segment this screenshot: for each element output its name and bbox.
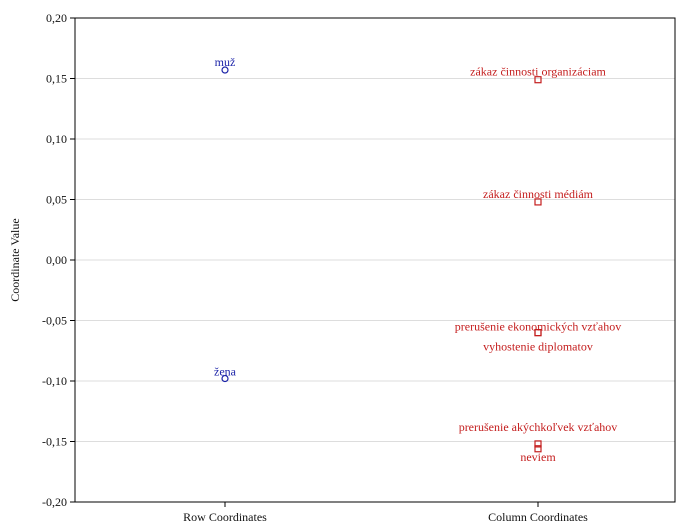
x-axis: Row Coordinates Column Coordinates <box>183 502 588 524</box>
y-tick-label: 0,15 <box>46 72 67 86</box>
y-tick-label: -0,20 <box>42 495 67 509</box>
point-label: neviem <box>520 450 556 464</box>
row-point-marker <box>221 374 229 383</box>
y-tick-label: 0,00 <box>46 253 67 267</box>
point-label: muž <box>215 55 236 69</box>
x-category-label: Column Coordinates <box>488 510 588 524</box>
x-category-label: Row Coordinates <box>183 510 267 524</box>
point-label: prerušenie akýchkoľvek vzťahov <box>459 420 618 434</box>
data-points: muž žena zákaz činnosti organizáciam zákaz … <box>214 55 621 464</box>
y-axis-title: Coordinate Value <box>8 218 22 301</box>
point-label: zákaz činnosti organizáciam <box>470 65 606 79</box>
y-tick-label: 0,05 <box>46 193 67 207</box>
column-point-marker <box>534 445 542 453</box>
point-label: žena <box>214 365 237 379</box>
point-label: zákaz činnosti médiám <box>483 187 594 201</box>
column-point-marker <box>534 440 542 448</box>
column-point-marker <box>534 329 542 337</box>
column-point-marker <box>534 198 542 206</box>
point-label: vyhostenie diplomatov <box>483 340 593 354</box>
y-tick-label: 0,20 <box>46 11 67 25</box>
y-axis: 0,20 0,15 0,10 0,05 0,00 -0,05 -0,10 -0,15 -0,20 <box>42 11 75 509</box>
y-tick-label: -0,15 <box>42 435 67 449</box>
y-tick-label: 0,10 <box>46 132 67 146</box>
column-point-marker <box>534 76 542 84</box>
gridlines <box>75 78 675 442</box>
point-label: prerušenie ekonomických vzťahov <box>455 320 621 334</box>
y-tick-label: -0,05 <box>42 314 67 328</box>
row-point-marker <box>221 66 229 74</box>
y-tick-label: -0,10 <box>42 374 67 388</box>
